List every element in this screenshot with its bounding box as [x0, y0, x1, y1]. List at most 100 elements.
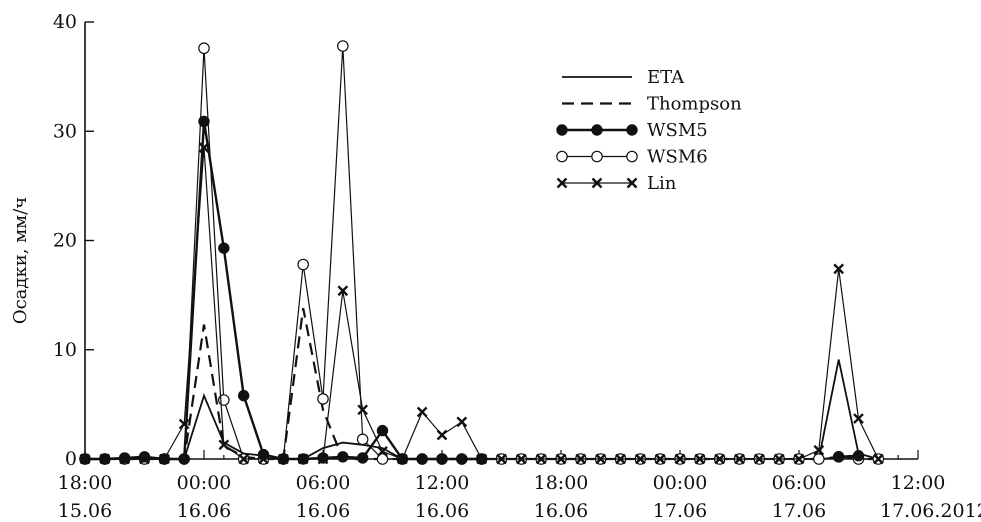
y-tick-label: 30 — [53, 120, 77, 142]
x-axis-ticks: 18:00 15.06 00:00 16.06 06:00 16.06 12:00 16.06… — [58, 450, 981, 522]
legend-marker — [591, 124, 603, 136]
data-point-wsm5 — [852, 450, 865, 462]
data-point-lin — [575, 453, 587, 465]
x-tick-time-label: 06:00 — [772, 472, 827, 494]
data-point-lin — [515, 453, 527, 465]
data-point-wsm6 — [337, 40, 349, 52]
x-tick-date-label: 15.06 — [58, 500, 112, 522]
x-tick-time-label: 12:00 — [415, 472, 470, 494]
x-tick-date-label: 16.06 — [415, 500, 469, 522]
series-wsm6 — [79, 40, 885, 465]
data-point-wsm6 — [297, 258, 309, 271]
data-point-wsm5 — [297, 453, 309, 465]
x-tick-date-label: 16.06 — [296, 500, 350, 522]
legend-label: Thompson — [647, 94, 742, 115]
series-line-lin — [85, 147, 879, 460]
data-point-lin — [535, 453, 547, 465]
x-tick-date-label: 17.06.2012 г. — [880, 500, 981, 522]
data-point-lin — [436, 429, 448, 441]
y-tick-label: 10 — [53, 339, 77, 361]
data-point-wsm5 — [218, 242, 230, 254]
x-tick-time-label: 18:00 — [58, 472, 113, 494]
data-point-lin — [853, 413, 864, 424]
legend-label: ETA — [647, 67, 685, 88]
series-line-thompson — [85, 307, 879, 461]
data-point-wsm5 — [79, 453, 91, 465]
data-point-lin — [238, 453, 250, 465]
data-point-wsm5 — [337, 451, 349, 463]
data-point-wsm5 — [118, 452, 131, 464]
data-point-wsm6 — [356, 433, 369, 446]
data-point-wsm6 — [198, 42, 210, 55]
data-point-lin — [218, 439, 230, 451]
y-tick-label: 20 — [53, 230, 77, 252]
data-point-wsm5 — [277, 453, 290, 465]
data-point-lin — [555, 453, 567, 465]
legend-label: WSM5 — [647, 120, 708, 141]
data-point-wsm5 — [396, 453, 409, 465]
x-tick-date-label: 16.06 — [534, 500, 588, 522]
data-point-lin — [833, 263, 845, 275]
series-layer — [79, 40, 885, 465]
legend: ETA Thompson WSM5 WSM6 Lin — [556, 67, 742, 194]
data-point-wsm5 — [138, 451, 151, 463]
data-point-wsm5 — [317, 452, 329, 464]
y-tick-label: 0 — [65, 448, 77, 470]
y-tick-label: 40 — [53, 11, 77, 33]
legend-marker — [556, 150, 568, 163]
data-point-lin — [337, 285, 349, 297]
x-tick-time-label: 00:00 — [653, 472, 708, 494]
data-point-lin — [377, 446, 388, 457]
data-point-wsm5 — [158, 453, 171, 465]
data-point-lin — [615, 453, 626, 465]
legend-item-wsm5: WSM5 — [556, 120, 708, 141]
data-point-lin — [634, 453, 646, 465]
data-point-lin — [694, 453, 706, 465]
data-point-lin — [793, 453, 805, 465]
data-point-wsm6 — [813, 453, 825, 465]
y-axis-ticks: 0 10 20 30 40 — [53, 11, 94, 470]
data-point-wsm5 — [832, 451, 845, 463]
series-line-eta — [85, 359, 879, 460]
data-point-wsm5 — [99, 453, 111, 465]
legend-marker — [626, 150, 638, 163]
data-point-wsm5 — [237, 389, 250, 402]
data-point-wsm5 — [456, 453, 468, 465]
data-point-lin — [654, 453, 666, 465]
legend-item-wsm6: WSM6 — [556, 147, 708, 168]
x-tick-date-label: 17.06 — [653, 500, 707, 522]
data-point-wsm5 — [436, 453, 448, 465]
data-point-wsm5 — [376, 424, 389, 437]
data-point-lin — [456, 416, 468, 428]
data-point-wsm5 — [475, 453, 488, 465]
legend-item-eta: ETA — [562, 67, 685, 88]
legend-marker — [626, 124, 638, 136]
legend-marker — [591, 150, 603, 163]
data-point-lin — [872, 453, 884, 465]
series-line-wsm5 — [85, 121, 482, 461]
legend-marker — [556, 124, 568, 136]
data-point-lin — [416, 406, 428, 418]
x-tick-time-label: 18:00 — [534, 472, 589, 494]
legend-label: Lin — [647, 173, 677, 194]
x-tick-time-label: 12:00 — [891, 472, 946, 494]
legend-item-thompson: Thompson — [562, 94, 742, 115]
series-eta — [85, 359, 879, 460]
legend-marker — [626, 177, 638, 189]
legend-marker — [556, 177, 568, 189]
legend-marker — [591, 177, 603, 189]
data-point-wsm5 — [257, 448, 270, 461]
data-point-wsm5 — [416, 453, 428, 465]
data-point-lin — [674, 453, 686, 465]
data-point-wsm6 — [317, 393, 329, 405]
x-tick-time-label: 00:00 — [177, 472, 232, 494]
data-point-lin — [357, 404, 369, 416]
data-point-wsm5 — [356, 452, 369, 464]
data-point-lin — [496, 453, 507, 465]
data-point-wsm5 — [198, 115, 210, 128]
data-point-wsm5 — [178, 453, 190, 465]
data-point-lin — [813, 444, 825, 456]
series-thompson — [85, 307, 879, 461]
data-point-wsm6 — [376, 453, 389, 465]
